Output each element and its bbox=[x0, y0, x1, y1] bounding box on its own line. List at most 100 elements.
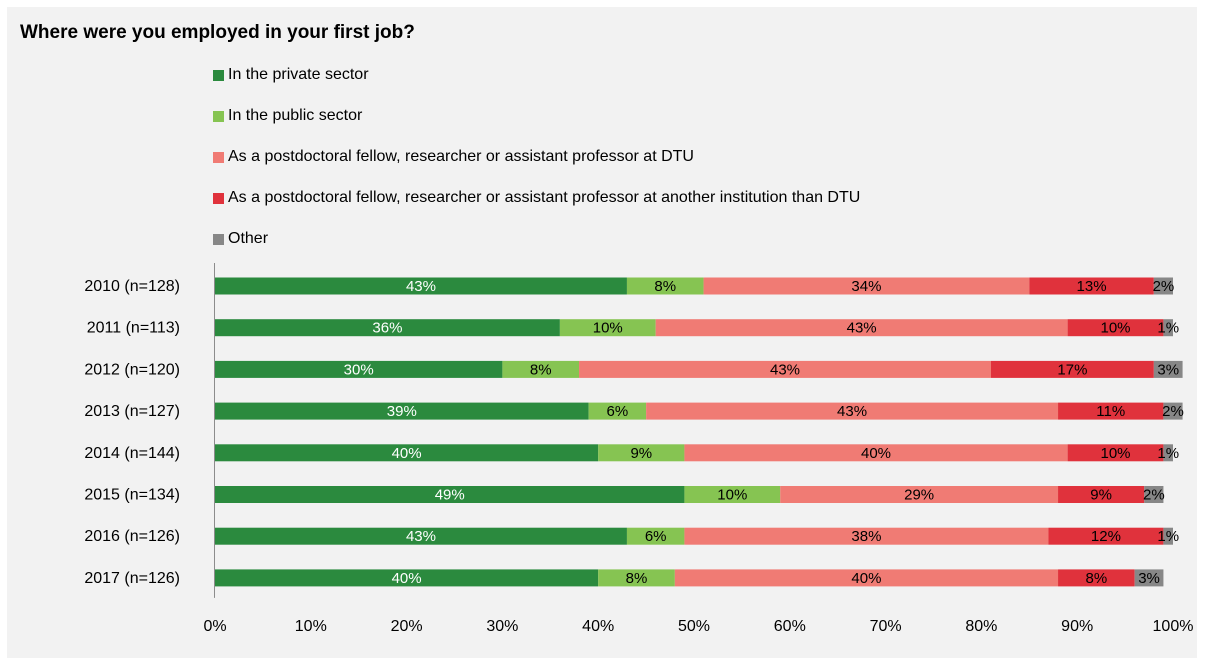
x-tick-label-7: 70% bbox=[870, 618, 902, 635]
legend-swatch-other bbox=[213, 233, 224, 245]
legend-item-postdoc-other-institution: As a postdoctoral fellow, researcher or … bbox=[213, 188, 860, 208]
data-label-2012-other: 3% bbox=[1157, 361, 1179, 378]
data-label-2013-other: 2% bbox=[1162, 403, 1184, 420]
bar-2010-other bbox=[1153, 277, 1173, 295]
data-label-2012-in-the-public-sector: 8% bbox=[530, 361, 552, 378]
category-label-2010: 2010 (n=128) bbox=[84, 278, 180, 295]
x-tick-label-5: 50% bbox=[678, 618, 710, 635]
x-tick-label-10: 100% bbox=[1153, 618, 1194, 635]
bar-2013-in-the-public-sector bbox=[588, 402, 647, 420]
bar-2015-as-a-postdoctoral-fellow-res bbox=[1058, 486, 1145, 503]
data-label-2017-in-the-public-sector: 8% bbox=[626, 570, 648, 587]
data-label-2014-in-the-private-sector: 40% bbox=[392, 445, 422, 462]
category-label-2011: 2011 (n=113) bbox=[87, 320, 180, 337]
data-label-2012-as-a-postdoctoral-fellow-res: 43% bbox=[770, 361, 800, 378]
category-label-2012: 2012 (n=120) bbox=[84, 361, 180, 378]
data-label-2016-as-a-postdoctoral-fellow-res: 12% bbox=[1091, 528, 1121, 545]
data-label-2016-as-a-postdoctoral-fellow-res: 38% bbox=[851, 528, 881, 545]
bar-2010-as-a-postdoctoral-fellow-res bbox=[1029, 277, 1154, 295]
data-label-2016-in-the-public-sector: 6% bbox=[645, 528, 667, 545]
bar-2014-other bbox=[1163, 444, 1173, 462]
bar-2010-as-a-postdoctoral-fellow-res bbox=[703, 277, 1030, 295]
x-tick-label-4: 40% bbox=[582, 618, 614, 635]
legend-item-other: Other bbox=[213, 229, 860, 249]
data-label-2015-other: 2% bbox=[1143, 487, 1165, 504]
chart-title: Where were you employed in your first jo… bbox=[20, 22, 415, 43]
data-label-2016-other: 1% bbox=[1157, 528, 1179, 545]
data-label-2012-in-the-private-sector: 30% bbox=[344, 361, 374, 378]
legend-label-postdoc-dtu: As a postdoctoral fellow, researcher or … bbox=[228, 148, 694, 165]
bar-2017-other bbox=[1134, 569, 1164, 587]
category-label-2017: 2017 (n=126) bbox=[84, 570, 180, 587]
bar-2016-as-a-postdoctoral-fellow-res bbox=[1048, 527, 1164, 545]
x-tick-label-8: 80% bbox=[965, 618, 997, 635]
legend-swatch-private-sector bbox=[213, 69, 224, 81]
bar-2013-other bbox=[1163, 402, 1183, 420]
bar-2012-as-a-postdoctoral-fellow-res bbox=[579, 360, 991, 378]
x-tick-label-3: 30% bbox=[486, 618, 518, 635]
bar-2013-in-the-private-sector bbox=[215, 402, 589, 420]
data-label-2012-as-a-postdoctoral-fellow-res: 17% bbox=[1057, 361, 1087, 378]
bar-2011-other bbox=[1163, 319, 1173, 337]
x-tick-label-6: 60% bbox=[774, 618, 806, 635]
data-label-2017-other: 3% bbox=[1138, 570, 1160, 587]
bar-2012-in-the-private-sector bbox=[215, 360, 503, 378]
data-label-2010-as-a-postdoctoral-fellow-res: 13% bbox=[1077, 278, 1107, 295]
data-label-2011-as-a-postdoctoral-fellow-res: 43% bbox=[847, 320, 877, 337]
data-label-2013-in-the-public-sector: 6% bbox=[607, 403, 629, 420]
legend-item-postdoc-dtu: As a postdoctoral fellow, researcher or … bbox=[213, 147, 860, 167]
bar-2011-as-a-postdoctoral-fellow-res bbox=[655, 319, 1068, 337]
data-label-2011-in-the-public-sector: 10% bbox=[593, 320, 623, 337]
legend-item-public-sector: In the public sector bbox=[213, 106, 860, 126]
data-label-2011-in-the-private-sector: 36% bbox=[372, 320, 402, 337]
data-label-2017-in-the-private-sector: 40% bbox=[392, 570, 422, 587]
bar-2012-as-a-postdoctoral-fellow-res bbox=[990, 360, 1154, 378]
bar-2015-in-the-public-sector bbox=[684, 486, 781, 503]
chart-legend: In the private sector In the public sect… bbox=[213, 65, 860, 270]
data-label-2011-other: 1% bbox=[1157, 320, 1179, 337]
data-label-2010-other: 2% bbox=[1153, 278, 1175, 295]
bar-2014-as-a-postdoctoral-fellow-res bbox=[684, 444, 1068, 462]
bar-2010-in-the-public-sector bbox=[626, 277, 704, 295]
bar-2011-in-the-public-sector bbox=[559, 319, 656, 337]
bar-2012-in-the-public-sector bbox=[502, 360, 580, 378]
data-label-2014-as-a-postdoctoral-fellow-res: 10% bbox=[1101, 445, 1131, 462]
category-label-2014: 2014 (n=144) bbox=[84, 445, 180, 462]
data-label-2015-as-a-postdoctoral-fellow-res: 9% bbox=[1090, 487, 1112, 504]
data-label-2014-in-the-public-sector: 9% bbox=[630, 445, 652, 462]
bar-2017-in-the-private-sector bbox=[215, 569, 599, 587]
bar-2016-in-the-public-sector bbox=[626, 527, 685, 545]
bar-2014-in-the-private-sector bbox=[215, 444, 599, 462]
data-label-2015-in-the-public-sector: 10% bbox=[717, 487, 747, 504]
data-label-2011-as-a-postdoctoral-fellow-res: 10% bbox=[1101, 320, 1131, 337]
data-label-2015-in-the-private-sector: 49% bbox=[435, 487, 465, 504]
bar-2013-as-a-postdoctoral-fellow-res bbox=[1058, 402, 1164, 420]
data-label-2017-as-a-postdoctoral-fellow-res: 8% bbox=[1086, 570, 1108, 587]
data-label-2010-in-the-private-sector: 43% bbox=[406, 278, 436, 295]
data-label-2014-other: 1% bbox=[1157, 445, 1179, 462]
legend-label-public-sector: In the public sector bbox=[228, 107, 363, 124]
category-label-2015: 2015 (n=134) bbox=[84, 487, 180, 504]
data-label-2016-in-the-private-sector: 43% bbox=[406, 528, 436, 545]
bar-2014-as-a-postdoctoral-fellow-res bbox=[1067, 444, 1164, 462]
category-label-2016: 2016 (n=126) bbox=[84, 528, 180, 545]
data-label-2013-in-the-private-sector: 39% bbox=[387, 403, 417, 420]
bar-2015-other bbox=[1144, 486, 1164, 503]
data-label-2014-as-a-postdoctoral-fellow-res: 40% bbox=[861, 445, 891, 462]
bar-2015-as-a-postdoctoral-fellow-res bbox=[780, 486, 1059, 503]
bar-2016-other bbox=[1163, 527, 1173, 545]
bar-2017-as-a-postdoctoral-fellow-res bbox=[674, 569, 1059, 587]
data-label-2015-as-a-postdoctoral-fellow-res: 29% bbox=[904, 487, 934, 504]
bar-2016-in-the-private-sector bbox=[215, 527, 627, 545]
legend-swatch-public-sector bbox=[213, 110, 224, 122]
legend-label-postdoc-other-institution: As a postdoctoral fellow, researcher or … bbox=[228, 189, 861, 206]
data-label-2010-as-a-postdoctoral-fellow-res: 34% bbox=[851, 278, 881, 295]
bar-2010-in-the-private-sector bbox=[215, 277, 627, 295]
bar-2015-in-the-private-sector bbox=[215, 486, 685, 503]
x-tick-label-0: 0% bbox=[203, 618, 226, 635]
x-tick-label-9: 90% bbox=[1061, 618, 1093, 635]
category-label-2013: 2013 (n=127) bbox=[84, 403, 180, 420]
bar-2011-in-the-private-sector bbox=[215, 319, 560, 337]
data-label-2013-as-a-postdoctoral-fellow-res: 11% bbox=[1096, 403, 1125, 420]
bar-2016-as-a-postdoctoral-fellow-res bbox=[684, 527, 1049, 545]
